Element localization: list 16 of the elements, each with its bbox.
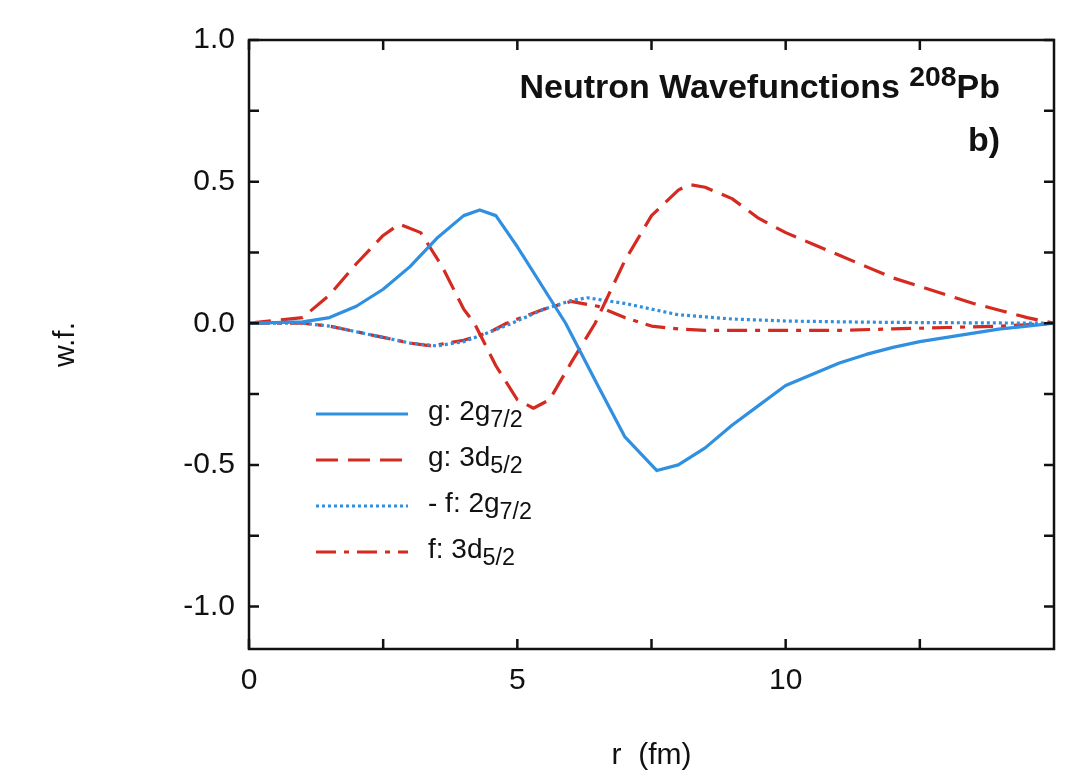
y-axis-title: w.f. [47, 321, 81, 369]
legend-label: - f: 2g$_{7/2}$ [428, 487, 533, 525]
annotation: b) [967, 120, 1000, 159]
legend-label: g: 3d$_{5/2}$ [428, 441, 523, 479]
y-tick-label: 0.5 [193, 162, 235, 196]
legend-label: f: 3d$_{5/2}$ [428, 533, 515, 571]
text: Neutron Wavefunctions $^{208}$Pb [519, 60, 1000, 107]
y-tick-label: -0.5 [183, 446, 235, 480]
x-tick-label: 10 [768, 662, 803, 696]
legend-label: g: 2g$_{7/2}$ [428, 395, 523, 433]
x-tick-label: 5 [508, 662, 526, 696]
y-tick-label: 0.0 [193, 304, 235, 338]
y-tick-label: 1.0 [193, 21, 235, 55]
y-tick-label: -1.0 [183, 587, 235, 621]
x-axis-title: r (fm) [611, 737, 692, 771]
x-tick-label: 0 [240, 662, 258, 696]
